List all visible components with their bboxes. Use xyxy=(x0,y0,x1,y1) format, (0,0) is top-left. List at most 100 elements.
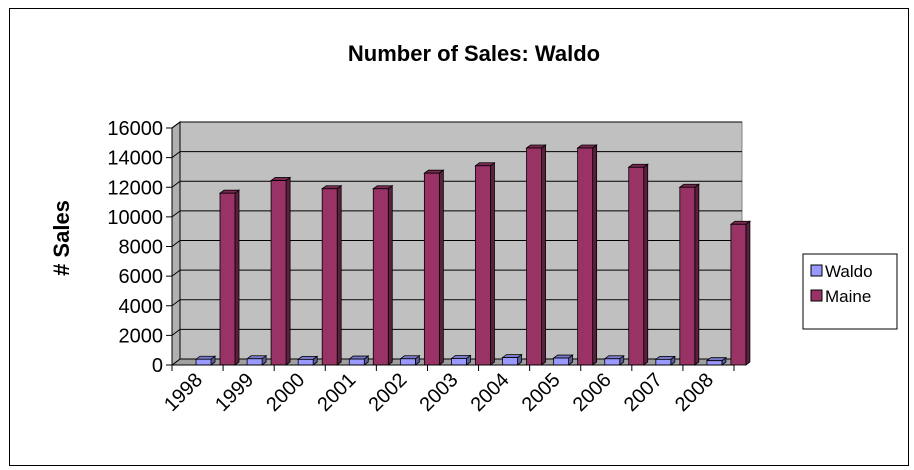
x-tick-label: 1998 xyxy=(160,369,207,416)
gridline-depth xyxy=(171,328,181,336)
bar-side xyxy=(285,176,291,366)
x-tick-label: 2008 xyxy=(671,369,718,416)
bar-top xyxy=(525,144,547,149)
y-tick-label: 10000 xyxy=(107,207,163,229)
bar-maine-2008 xyxy=(729,220,752,366)
bar-maine-1999 xyxy=(269,176,292,366)
x-tick-label: 2003 xyxy=(416,369,463,416)
gridline-depth xyxy=(171,240,181,247)
bar-front xyxy=(526,147,542,366)
bar-top xyxy=(218,189,241,194)
bar-front xyxy=(679,186,696,366)
legend-label-maine: Maine xyxy=(825,287,871,306)
bar-top xyxy=(552,354,574,359)
bar-front xyxy=(246,358,263,366)
y-tick-label: 8000 xyxy=(119,237,164,259)
bar-side xyxy=(592,144,598,366)
bar-front xyxy=(270,180,287,366)
bar-waldo-2005 xyxy=(552,354,574,366)
bar-top xyxy=(320,185,343,190)
bar-side xyxy=(541,144,546,366)
bar-front xyxy=(502,357,518,366)
bar-top xyxy=(576,144,598,149)
bar-front xyxy=(451,358,467,366)
bar-chart: Number of Sales: Waldo # Sales 0 2000 4000… xyxy=(49,41,898,416)
bar-maine-2007 xyxy=(678,183,701,366)
bar-waldo-2001 xyxy=(348,355,370,366)
x-tick-label: 1999 xyxy=(211,369,258,416)
x-tick-label: 2001 xyxy=(313,369,360,416)
x-tick-label: 2004 xyxy=(467,369,514,416)
bar-top xyxy=(654,355,677,360)
x-tick-label: 2005 xyxy=(518,369,565,416)
bar-top xyxy=(296,355,319,360)
bar-maine-2005 xyxy=(576,144,598,366)
bar-side xyxy=(490,161,495,366)
bar-top xyxy=(194,355,217,360)
x-tick-label: 2007 xyxy=(620,369,667,416)
bar-front xyxy=(706,360,723,366)
bar-front xyxy=(219,192,236,366)
bar-side xyxy=(745,220,751,366)
bar-waldo-2003 xyxy=(450,354,472,366)
x-tick-labels: 1998 1999 2000 2001 2002 2003 2004 2005 2006 2007… xyxy=(160,369,718,416)
bar-maine-2000 xyxy=(320,184,343,366)
y-tick-labels: 0 2000 4000 6000 8000 10000 12000 14000 16000 xyxy=(107,118,163,377)
bar-front xyxy=(297,358,314,366)
bar-side xyxy=(643,163,649,366)
bar-front xyxy=(423,172,440,366)
bar-top xyxy=(450,355,472,359)
bar-front xyxy=(195,358,212,366)
bar-top xyxy=(372,185,394,190)
bar-front xyxy=(655,358,672,366)
bar-front xyxy=(730,223,747,366)
y-tick-label: 6000 xyxy=(119,266,164,288)
bar-waldo-1999 xyxy=(245,354,268,366)
bar-front xyxy=(604,358,621,366)
y-tick-label: 2000 xyxy=(119,325,164,347)
bar-side xyxy=(336,184,342,366)
bar-top xyxy=(399,355,421,360)
bar-side xyxy=(234,189,240,366)
x-tick-label: 2000 xyxy=(262,369,309,416)
gridline-depth xyxy=(171,180,181,188)
bar-front xyxy=(348,358,365,366)
bar-front xyxy=(372,188,389,366)
bar-waldo-2006 xyxy=(603,354,625,366)
bar-top xyxy=(501,354,523,358)
gridline-depth xyxy=(171,210,181,218)
bar-top xyxy=(423,169,445,174)
legend-swatch-maine xyxy=(810,289,823,302)
chart-title: Number of Sales: Waldo xyxy=(348,41,600,66)
y-tick-label: 12000 xyxy=(107,177,163,199)
bar-side xyxy=(694,183,700,366)
bar-maine-2003 xyxy=(474,161,496,366)
bar-maine-2002 xyxy=(423,169,445,366)
bar-top xyxy=(474,162,496,167)
x-tick-label: 2006 xyxy=(569,369,616,416)
bar-top xyxy=(603,355,625,360)
bar-top xyxy=(245,355,268,360)
bars xyxy=(194,144,752,366)
bar-waldo-2007 xyxy=(654,355,677,366)
y-tick-label: 14000 xyxy=(107,148,163,170)
y-axis-label: # Sales xyxy=(49,200,74,276)
bar-front xyxy=(321,188,338,366)
bar-front xyxy=(399,358,416,366)
chart-frame: Number of Sales: Waldo # Sales 0 2000 4000… xyxy=(9,8,909,466)
legend-label-waldo: Waldo xyxy=(825,262,873,281)
x-tick-label: 2002 xyxy=(364,369,411,416)
bar-top xyxy=(627,163,649,168)
bar-front xyxy=(553,357,570,366)
bar-front xyxy=(475,165,491,366)
bar-side xyxy=(387,184,393,366)
gridline-depth xyxy=(171,269,181,277)
gridline-depth xyxy=(171,151,181,159)
bar-side xyxy=(438,169,444,366)
plot-area xyxy=(170,121,744,366)
y-tick-label: 0 xyxy=(152,355,163,377)
bar-waldo-1998 xyxy=(194,355,217,366)
legend: Waldo Maine xyxy=(802,253,898,330)
bar-maine-1998 xyxy=(218,189,241,366)
y-tick-label: 16000 xyxy=(107,118,163,140)
